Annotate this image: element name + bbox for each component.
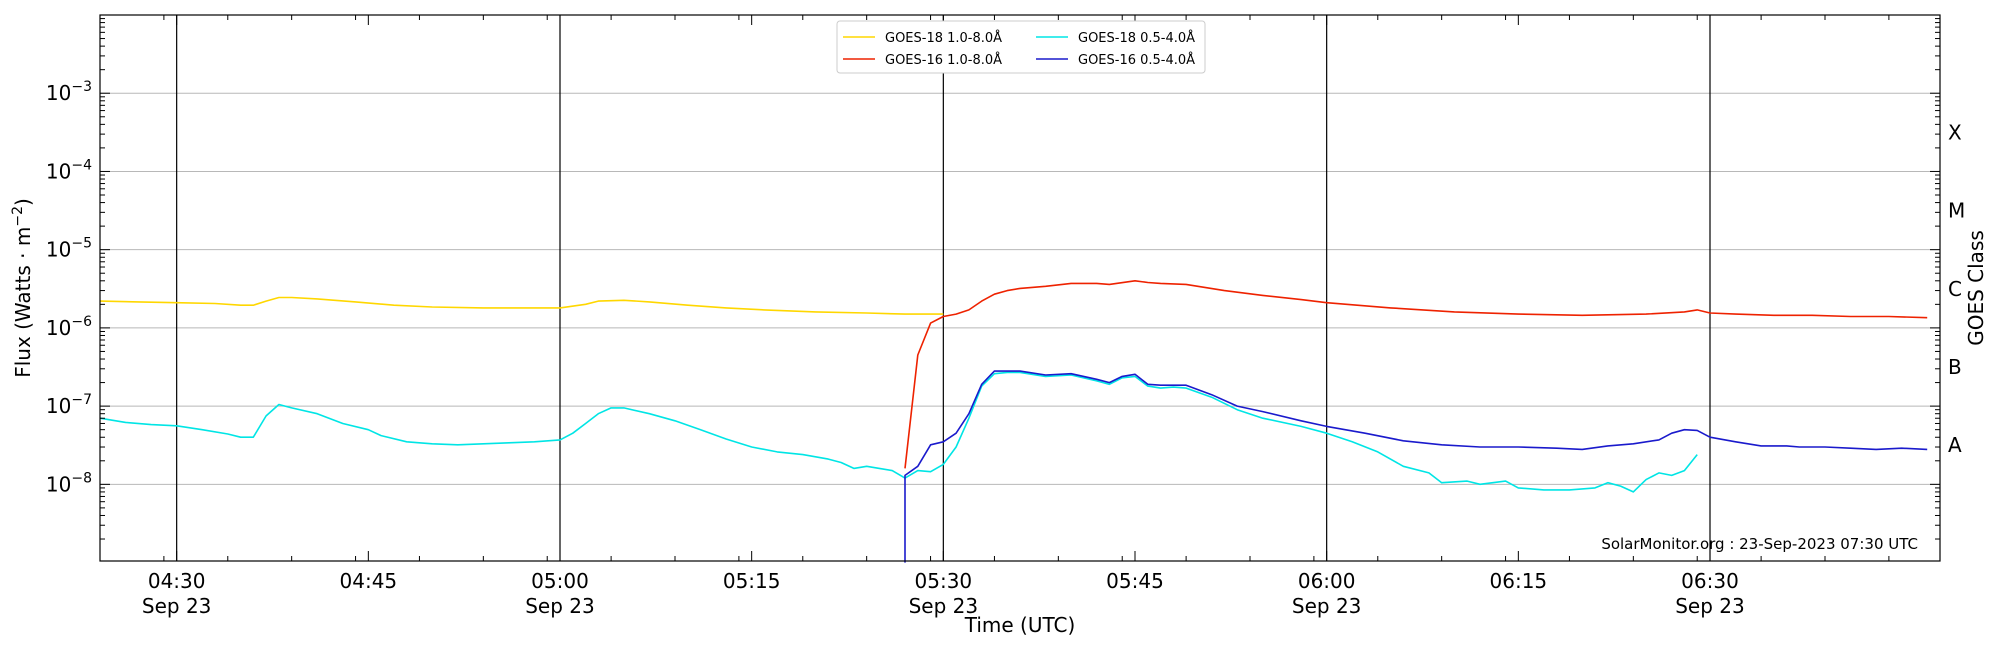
y-tick-base: 10 bbox=[46, 238, 71, 262]
day-time-vertical-lines bbox=[176, 15, 1711, 561]
y-tick-base: 10 bbox=[46, 159, 71, 183]
x-tick-label: 04:45 bbox=[340, 569, 398, 593]
legend-label: GOES-18 1.0-8.0Å bbox=[885, 30, 1002, 46]
goes-class-labels: A B C M X bbox=[1948, 120, 1965, 457]
y-tick-base: 10 bbox=[46, 394, 71, 418]
y-tick-label: 10−6 bbox=[46, 314, 92, 340]
goes-class-label: M bbox=[1948, 199, 1965, 223]
legend-label: GOES-16 0.5-4.0Å bbox=[1078, 52, 1195, 68]
y-tick-base: 10 bbox=[46, 472, 71, 496]
y-axis-title: Flux (Watts · m−2) bbox=[10, 198, 35, 378]
x-tick-label: 06:15 bbox=[1490, 569, 1548, 593]
x-tick-label: 04:30 bbox=[148, 569, 206, 593]
goes-class-label: A bbox=[1948, 433, 1962, 457]
y-tick-exponent: −5 bbox=[71, 236, 92, 252]
series-line-4 bbox=[904, 370, 1928, 563]
x-tick-date-label: Sep 23 bbox=[909, 594, 979, 618]
x-tick-label: 06:00 bbox=[1298, 569, 1356, 593]
x-tick-label: 05:00 bbox=[531, 569, 589, 593]
x-tick-label: 05:15 bbox=[723, 569, 781, 593]
legend-box bbox=[836, 20, 1206, 74]
x-tick-label: 05:30 bbox=[915, 569, 973, 593]
legend: GOES-18 1.0-8.0Å GOES-16 1.0-8.0Å GOES-18 … bbox=[836, 20, 1206, 74]
x-tick-date-label: Sep 23 bbox=[1292, 594, 1362, 618]
goes-class-axis-title: GOES Class bbox=[1964, 230, 1988, 346]
credit-text: SolarMonitor.org : 23-Sep-2023 07:30 UTC bbox=[1601, 535, 1918, 553]
x-tick-label: 05:45 bbox=[1106, 569, 1164, 593]
x-tick-label: 06:30 bbox=[1681, 569, 1739, 593]
y-axis-title-main: Flux (Watts · m bbox=[11, 227, 35, 378]
y-tick-exponent: −8 bbox=[71, 470, 92, 486]
y-tick-exponent: −4 bbox=[71, 157, 92, 173]
y-axis-title-close: ) bbox=[11, 198, 35, 206]
grid-lines bbox=[100, 92, 1940, 485]
goes-class-label: X bbox=[1948, 120, 1962, 144]
y-tick-exponent: −7 bbox=[71, 392, 92, 408]
y-tick-label: 10−8 bbox=[46, 470, 92, 496]
axis-ticks bbox=[99, 15, 1940, 561]
y-tick-label: 10−3 bbox=[46, 79, 92, 105]
plot-frame bbox=[99, 14, 1941, 562]
goes-class-label: B bbox=[1948, 355, 1962, 379]
y-axis-title-exponent: −2 bbox=[10, 206, 26, 227]
y-tick-exponent: −6 bbox=[71, 314, 92, 330]
x-tick-date-label: Sep 23 bbox=[142, 594, 212, 618]
y-tick-label: 10−7 bbox=[46, 392, 92, 418]
y-tick-label: 10−4 bbox=[46, 157, 92, 183]
flux-series bbox=[99, 279, 1928, 563]
x-axis-title: Time (UTC) bbox=[964, 613, 1076, 637]
y-tick-base: 10 bbox=[46, 316, 71, 340]
goes-class-label: C bbox=[1948, 277, 1962, 301]
x-tick-date-label: Sep 23 bbox=[1675, 594, 1745, 618]
x-tick-date-label: Sep 23 bbox=[525, 594, 595, 618]
legend-label: GOES-16 1.0-8.0Å bbox=[885, 52, 1002, 68]
series-line-3 bbox=[99, 371, 1698, 493]
series-line-1 bbox=[99, 296, 944, 315]
y-tick-base: 10 bbox=[46, 81, 71, 105]
series-line-2 bbox=[904, 279, 1928, 469]
y-tick-exponent: −3 bbox=[71, 79, 92, 95]
legend-label: GOES-18 0.5-4.0Å bbox=[1078, 30, 1195, 46]
y-tick-label: 10−5 bbox=[46, 236, 92, 262]
